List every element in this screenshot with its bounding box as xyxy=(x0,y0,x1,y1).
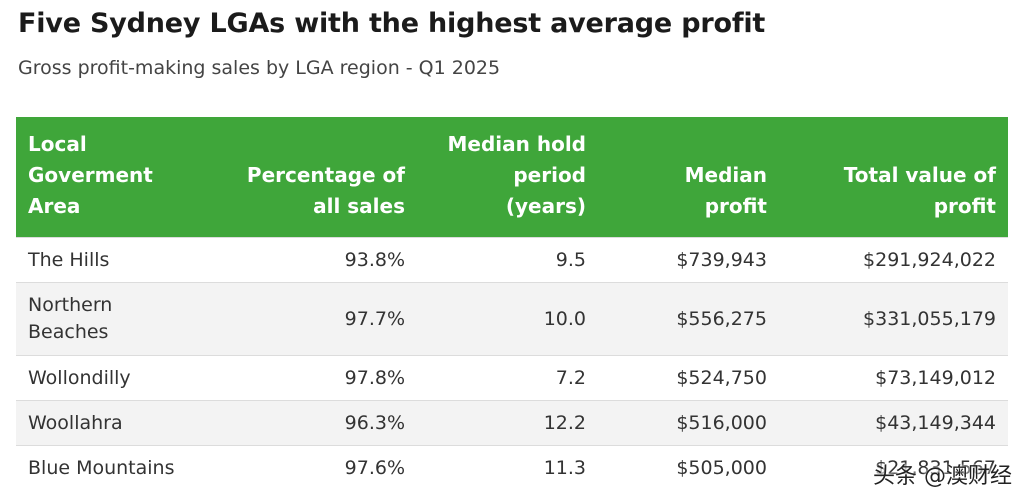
cell-total-profit: $21,831,567 xyxy=(875,456,996,479)
chart-subtitle: Gross profit-making sales by LGA region … xyxy=(18,57,501,79)
column-header-total-profit: Total value of profit xyxy=(843,163,996,218)
cell-total-profit: $43,149,344 xyxy=(875,411,996,434)
column-header-hold-period: Median hold period (years) xyxy=(447,132,587,218)
cell-median-profit: $739,943 xyxy=(676,248,767,271)
table-header-row: Local Goverment Area Percentage of all s… xyxy=(16,117,1008,238)
table-row: Wollondilly 97.8% 7.2 $524,750 $73,149,0… xyxy=(16,355,1008,401)
cell-total-profit: $291,924,022 xyxy=(863,248,996,271)
watermark: 头条 @澳财经 xyxy=(873,464,1012,489)
cell-lga: The Hills xyxy=(28,248,110,271)
cell-lga: Blue Mountains xyxy=(28,456,175,479)
cell-hold-period: 9.5 xyxy=(555,248,586,271)
cell-total-profit: $73,149,012 xyxy=(875,366,996,389)
table-row: The Hills 93.8% 9.5 $739,943 $291,924,02… xyxy=(16,237,1008,283)
column-header-percentage: Percentage of all sales xyxy=(246,163,405,218)
cell-median-profit: $524,750 xyxy=(676,366,767,389)
column-header-lga: Local Goverment Area xyxy=(28,132,153,218)
chart-title: Five Sydney LGAs with the highest averag… xyxy=(18,8,766,39)
cell-lga: Woollahra xyxy=(28,411,123,434)
cell-median-profit: $556,275 xyxy=(676,307,767,330)
table-row: Woollahra 96.3% 12.2 $516,000 $43,149,34… xyxy=(16,400,1008,446)
cell-hold-period: 7.2 xyxy=(555,366,586,389)
cell-percentage: 96.3% xyxy=(344,411,405,434)
table-row: Blue Mountains 97.6% 11.3 $505,000 $21,8… xyxy=(16,445,1008,490)
cell-total-profit: $331,055,179 xyxy=(863,307,996,330)
cell-hold-period: 10.0 xyxy=(543,307,586,330)
cell-median-profit: $505,000 xyxy=(676,456,767,479)
cell-median-profit: $516,000 xyxy=(676,411,767,434)
cell-percentage: 93.8% xyxy=(344,248,405,271)
cell-hold-period: 12.2 xyxy=(543,411,586,434)
cell-lga: Wollondilly xyxy=(28,366,131,389)
data-table: Local Goverment Area Percentage of all s… xyxy=(16,117,1008,490)
cell-percentage: 97.6% xyxy=(344,456,405,479)
column-header-median-profit: Median profit xyxy=(684,163,767,218)
cell-percentage: 97.7% xyxy=(344,307,405,330)
cell-lga: Northern Beaches xyxy=(28,294,113,343)
cell-percentage: 97.8% xyxy=(344,366,405,389)
table-row: Northern Beaches 97.7% 10.0 $556,275 $33… xyxy=(16,282,1008,356)
cell-hold-period: 11.3 xyxy=(543,456,586,479)
